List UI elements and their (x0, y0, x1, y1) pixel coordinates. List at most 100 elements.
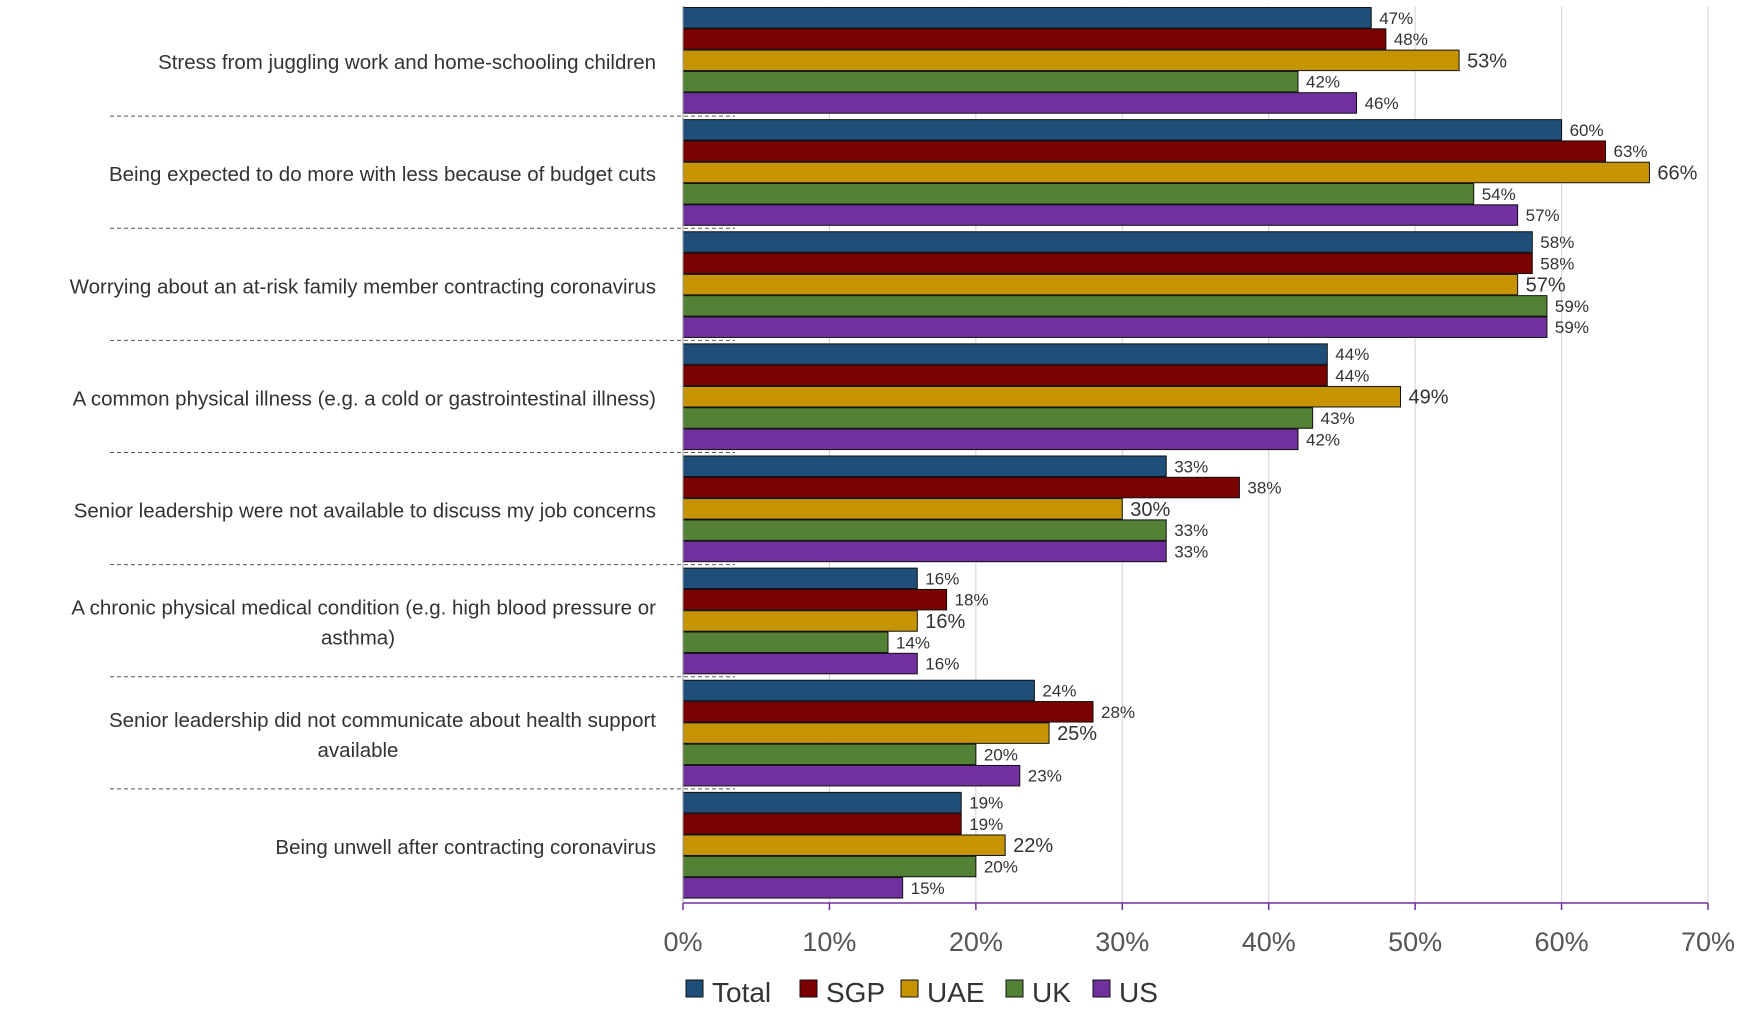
legend-label-uk: UK (1032, 977, 1071, 1008)
bar-total (682, 119, 1563, 141)
value-labels: 47%48%53%42%46%60%63%66%54%57%58%58%57%5… (896, 9, 1698, 898)
bar-sgp (682, 364, 1328, 387)
category-label: A chronic physical medical condition (e.… (71, 597, 656, 620)
bar-total (682, 7, 1372, 29)
value-label: 14% (896, 633, 930, 652)
value-label: 53% (1467, 50, 1507, 72)
value-label: 44% (1335, 345, 1369, 364)
value-label: 20% (984, 745, 1018, 764)
bar-uae (682, 834, 1006, 856)
x-tick-label: 60% (1535, 927, 1589, 957)
bar-total (682, 567, 918, 590)
bar-sgp (682, 28, 1387, 50)
bar-uk (682, 70, 1299, 93)
bar-us (682, 316, 1548, 338)
x-tick-label: 10% (802, 927, 856, 957)
x-tick-label: 30% (1095, 927, 1149, 957)
bar-us (682, 877, 904, 899)
bar-sgp (682, 252, 1533, 275)
legend-label-sgp: SGP (826, 977, 885, 1008)
category-label: Worrying about an at-risk family member … (70, 275, 656, 298)
value-label: 16% (925, 569, 959, 588)
category-label: Stress from juggling work and home-schoo… (158, 51, 656, 74)
value-label: 44% (1335, 366, 1369, 385)
value-label: 60% (1570, 121, 1604, 140)
value-label: 46% (1365, 94, 1399, 113)
value-label: 23% (1028, 767, 1062, 786)
value-label: 33% (1174, 542, 1208, 561)
bar-uk (682, 631, 889, 654)
x-tick-label: 50% (1388, 927, 1442, 957)
value-label: 66% (1657, 162, 1697, 184)
legend-swatch-us (1092, 979, 1111, 998)
bar-sgp (682, 588, 948, 611)
bar-total (682, 343, 1328, 365)
value-label: 24% (1042, 682, 1076, 701)
value-label: 57% (1526, 275, 1566, 297)
bar-uae (682, 161, 1650, 184)
value-label: 15% (911, 879, 945, 898)
value-label: 48% (1394, 30, 1428, 49)
bar-us (682, 204, 1519, 226)
value-label: 25% (1057, 723, 1097, 745)
category-labels: Stress from juggling work and home-schoo… (70, 51, 657, 859)
value-label: 33% (1174, 521, 1208, 540)
value-label: 19% (969, 815, 1003, 834)
category-separators (110, 115, 735, 790)
bar-total (682, 455, 1167, 477)
legend-swatch-sgp (799, 979, 818, 998)
bar-uk (682, 519, 1167, 541)
bar-sgp (682, 476, 1240, 499)
bar-sgp (682, 701, 1094, 723)
bar-uae (682, 273, 1519, 296)
bar-uk (682, 743, 977, 766)
legend-swatch-uk (1005, 979, 1024, 998)
bar-uk (682, 855, 977, 878)
value-label: 43% (1321, 409, 1355, 428)
category-label: Being expected to do more with less beca… (109, 163, 656, 186)
bar-uk (682, 183, 1475, 205)
bar-uae (682, 610, 918, 632)
value-label: 16% (925, 611, 965, 633)
category-label: Senior leadership were not available to … (74, 500, 656, 523)
value-label: 28% (1101, 703, 1135, 722)
value-label: 42% (1306, 430, 1340, 449)
x-tick-label: 40% (1242, 927, 1296, 957)
value-label: 38% (1247, 479, 1281, 498)
category-label: available (318, 739, 399, 762)
bar-sgp (682, 813, 962, 835)
bar-uae (682, 49, 1460, 72)
category-label: asthma) (321, 627, 395, 650)
legend: Total SGP UAE UK US (685, 977, 1158, 1008)
category-label: Being unwell after contracting coronavir… (275, 836, 656, 859)
value-label: 58% (1540, 233, 1574, 252)
bar-us (682, 92, 1358, 114)
value-label: 16% (925, 655, 959, 674)
bar-uk (682, 295, 1548, 317)
bar-uae (682, 498, 1123, 520)
bar-sgp (682, 140, 1606, 162)
x-tick-label: 0% (663, 927, 702, 957)
bar-total (682, 791, 962, 814)
category-label: Senior leadership did not communicate ab… (109, 709, 656, 732)
bar-us (682, 764, 1021, 787)
value-label: 58% (1540, 254, 1574, 273)
bar-total (682, 231, 1533, 253)
value-label: 42% (1306, 73, 1340, 92)
value-label: 49% (1409, 387, 1449, 409)
category-label: A common physical illness (e.g. a cold o… (73, 387, 656, 410)
value-label: 59% (1555, 318, 1589, 337)
value-label: 57% (1526, 206, 1560, 225)
bar-uk (682, 407, 1314, 429)
value-label: 19% (969, 794, 1003, 813)
legend-swatch-total (685, 979, 704, 998)
value-label: 18% (955, 591, 989, 610)
value-label: 30% (1130, 499, 1170, 521)
x-axis: 0% 10% 20% 30% 40% 50% 60% 70% (663, 6, 1735, 957)
value-label: 33% (1174, 457, 1208, 476)
x-tick-label: 70% (1681, 927, 1735, 957)
x-tick-label: 20% (949, 927, 1003, 957)
legend-label-uae: UAE (927, 977, 985, 1008)
bar-uae (682, 722, 1050, 744)
